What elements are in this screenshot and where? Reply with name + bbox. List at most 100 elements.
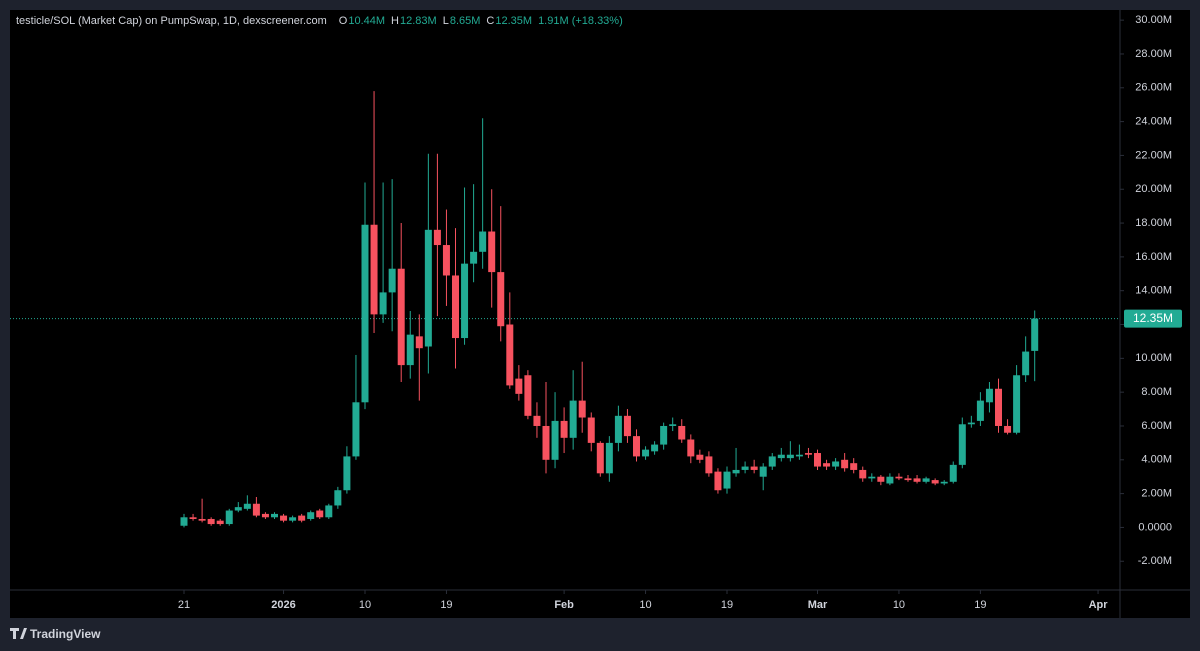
candle-body [841,459,849,469]
x-tick-label: 2026 [271,599,295,611]
candle-body [397,268,405,366]
candle-body [940,481,948,484]
candle-body [497,272,505,327]
candle-body [225,510,233,525]
x-tick-label: 10 [359,599,371,611]
candle-body [750,466,758,470]
y-tick-label: 4.00M [1141,454,1172,466]
candle-body [1004,425,1012,433]
candle-body [560,420,568,438]
candle-body [1022,351,1030,376]
candle-body [850,463,858,470]
candle-body [433,229,441,246]
y-tick-label: 28.00M [1135,48,1172,60]
candle-body [578,400,586,418]
legend-value: 12.35M [495,15,532,27]
candle-body [768,456,776,467]
candle-body [642,449,650,457]
candle-body [207,518,215,525]
candle-body [741,466,749,470]
candle-body [361,224,369,403]
candle-body [452,275,459,339]
candle-body [189,517,197,519]
x-tick-label: 21 [178,599,190,611]
y-tick-label: 8.00M [1141,386,1172,398]
candle-body [804,453,812,455]
y-tick-label: 18.00M [1135,217,1172,229]
candle-body [515,378,523,394]
candle-body [732,469,740,474]
candle-body [379,292,387,315]
x-tick-label: 19 [974,599,986,611]
x-tick-label: Feb [554,599,574,611]
legend-value: 12.83M [400,15,437,27]
y-tick-label: 0.0000 [1138,521,1172,533]
legend-key: O [339,15,348,27]
candle-body [786,454,794,459]
candle-body [678,425,686,440]
candle-body [1031,318,1039,351]
chart-title: testicle/SOL (Market Cap) on PumpSwap, 1… [16,15,327,27]
candle-body [623,415,631,437]
candle-body [533,415,541,426]
candle-body [886,476,894,484]
y-tick-label: 14.00M [1135,285,1172,297]
candle-body [180,517,188,526]
candle-body [633,436,640,457]
candle-body [868,476,876,479]
candle-body [696,454,704,460]
x-tick-label: 19 [721,599,733,611]
candle-body [479,231,487,252]
candle-body [587,417,595,443]
candle-body [352,402,360,457]
candle-body [832,461,840,467]
candle-body [424,229,432,347]
candle-body [904,478,912,481]
candle-body [877,476,885,482]
candle-body [995,388,1002,426]
candle-body [714,471,722,491]
candle-body [958,424,966,465]
candle-body [271,513,278,518]
x-tick-label: 10 [639,599,651,611]
candle-body [985,388,993,403]
candle-body [334,490,342,506]
y-tick-label: -2.00M [1138,555,1172,567]
candle-body [442,245,450,276]
candle-body [343,456,351,491]
candle-body [967,422,975,425]
candle-body [551,420,559,460]
candle-body [614,415,622,443]
candle-body [976,400,984,421]
candle-body [913,478,921,482]
candle-body [759,466,767,477]
candle-body [406,334,414,366]
y-tick-label: 10.00M [1135,352,1172,364]
candle-body [605,442,613,474]
candle-body [280,515,288,521]
x-tick-label: Apr [1089,599,1109,611]
candle-body [234,507,242,511]
candle-body [461,263,469,339]
candle-body [569,400,577,438]
candle-body [388,268,396,293]
candle-body [705,456,713,474]
candle-body [316,510,324,518]
chart-panel [10,10,1190,618]
logo [10,628,27,639]
candle-body [488,231,496,273]
candle-body [669,424,677,426]
candle-body [198,518,206,521]
legend-change: 1.91M (+18.33%) [538,15,623,27]
candle-body [777,454,785,459]
candle-body [859,469,867,479]
y-tick-label: 6.00M [1141,420,1172,432]
y-tick-label: 20.00M [1135,183,1172,195]
candle-body [307,512,315,519]
legend-key: L [443,15,449,27]
candle-body [814,453,821,467]
candle-body [298,515,306,521]
candle-body [289,517,297,521]
candle-body [1013,375,1021,433]
